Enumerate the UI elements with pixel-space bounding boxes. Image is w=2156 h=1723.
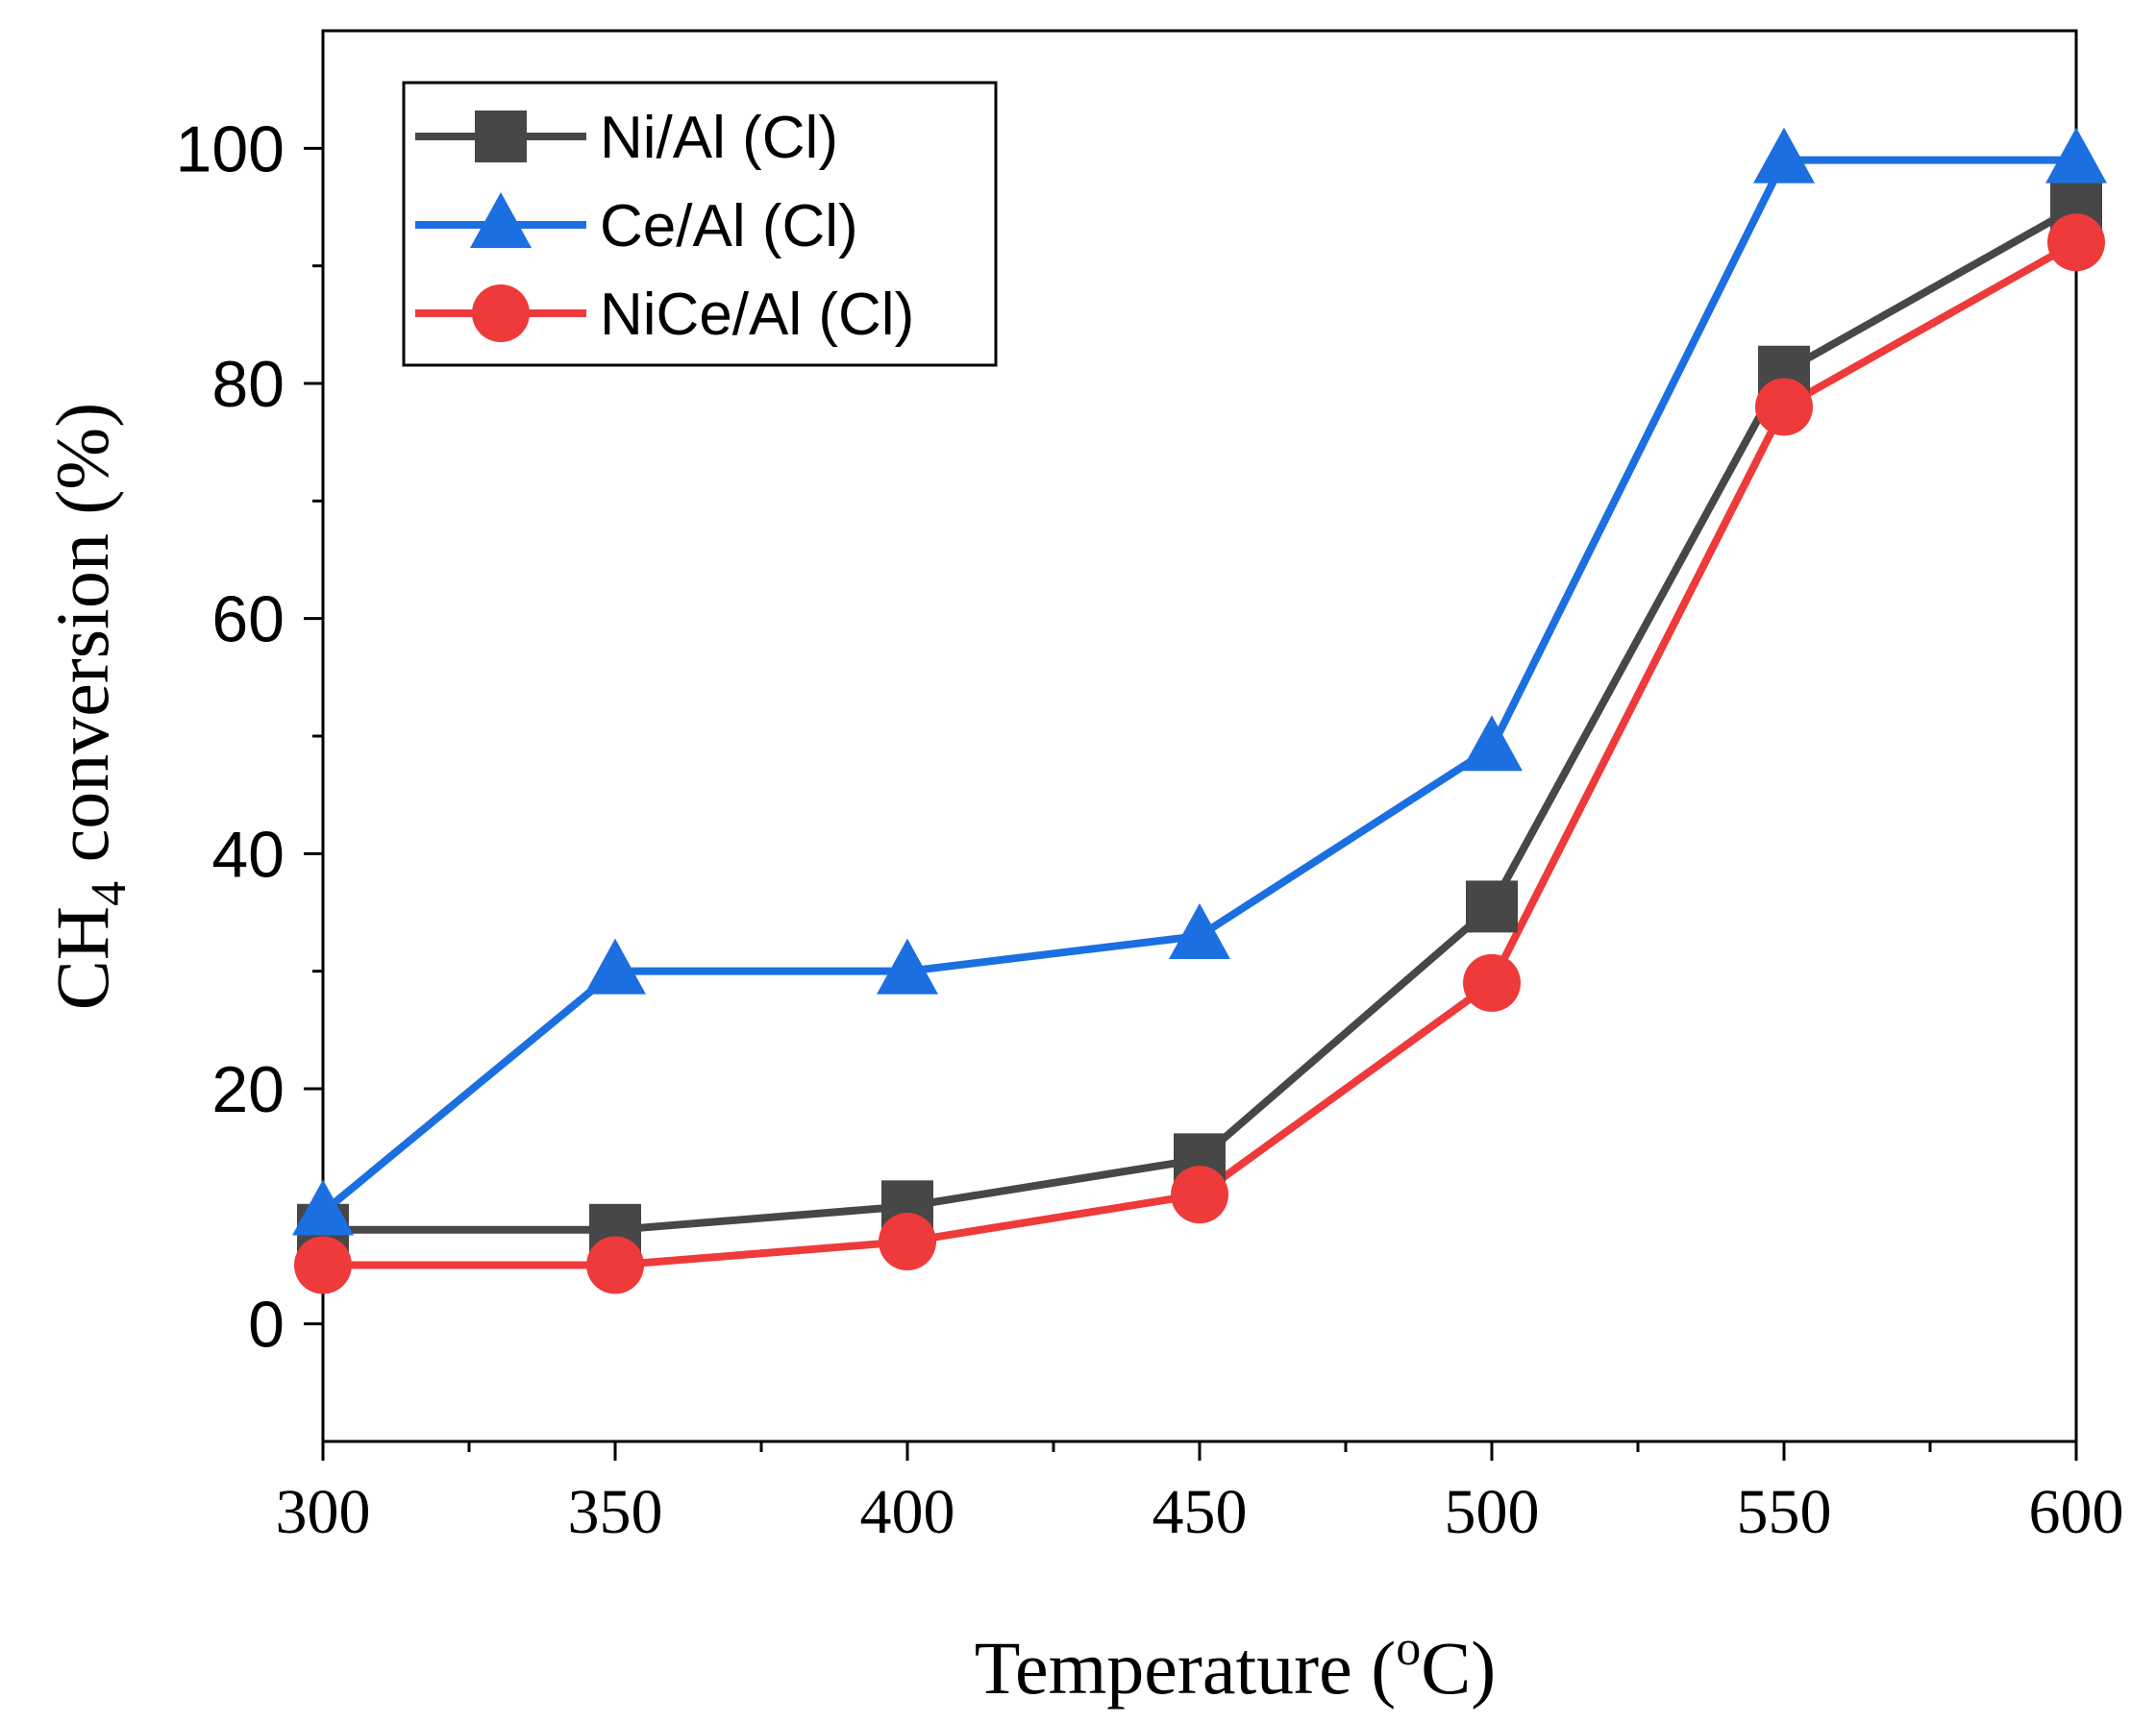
- minor-ticks: [312, 264, 1932, 1452]
- y-tick-label: 100: [176, 112, 285, 185]
- y-tick-label: 60: [211, 583, 285, 656]
- series-markers: [292, 127, 2107, 1294]
- data-point-ce-al-cl: [584, 938, 646, 995]
- legend-marker-ni-al-cl: [475, 111, 527, 162]
- legend: Ni/Al (Cl) Ce/Al (Cl) NiCe/Al (Cl): [402, 81, 998, 367]
- data-point-ce-al-cl: [1169, 902, 1230, 959]
- x-tick-label: 400: [860, 1477, 955, 1547]
- y-tick-labels: 0 20 40 60 80 100: [176, 112, 285, 1361]
- x-axis-title: Temperature (oC): [975, 1621, 1496, 1710]
- y-axis-title-prefix: CH: [40, 906, 124, 1010]
- y-axis-title-subscript: 4: [82, 881, 136, 906]
- data-point-nice-al-cl: [2047, 213, 2105, 272]
- x-tick-label: 450: [1152, 1477, 1248, 1547]
- data-point-ce-al-cl: [2045, 127, 2107, 184]
- x-tick-label: 300: [276, 1477, 371, 1547]
- y-axis-title-suffix: conversion (%): [40, 403, 124, 881]
- x-tick-label: 550: [1737, 1477, 1832, 1547]
- data-point-nice-al-cl: [1171, 1166, 1228, 1224]
- data-point-ce-al-cl: [292, 1179, 354, 1236]
- data-point-nice-al-cl: [879, 1213, 936, 1271]
- x-tick-labels: 300 350 400 450 500 550 600: [276, 1477, 2124, 1547]
- x-axis-title-suffix: C): [1421, 1626, 1496, 1710]
- x-axis-title-prefix: Temperature (: [975, 1626, 1396, 1710]
- data-point-ce-al-cl: [877, 938, 938, 995]
- legend-label-nice-al-cl: NiCe/Al (Cl): [600, 282, 914, 348]
- legend-label-ni-al-cl: Ni/Al (Cl): [600, 105, 838, 171]
- x-tick-label: 600: [2029, 1477, 2124, 1547]
- x-tick-label: 350: [568, 1477, 663, 1547]
- x-axis-title-superscript: o: [1396, 1621, 1421, 1676]
- y-tick-label: 20: [211, 1053, 285, 1126]
- legend-marker-ce-al-cl: [470, 192, 532, 248]
- series-line-nice-al-cl: [323, 238, 2078, 1269]
- data-point-ce-al-cl: [1753, 127, 1815, 184]
- data-point-nice-al-cl: [1463, 953, 1521, 1012]
- x-tick-label: 500: [1445, 1477, 1540, 1547]
- y-tick-label: 40: [211, 818, 285, 891]
- data-point-nice-al-cl: [1755, 378, 1813, 436]
- major-ticks: [304, 146, 2078, 1461]
- data-point-ce-al-cl: [1461, 715, 1523, 772]
- legend-label-ce-al-cl: Ce/Al (Cl): [600, 193, 858, 259]
- y-axis-title: CH4 conversion (%): [40, 403, 136, 1011]
- legend-marker-nice-al-cl: [472, 284, 530, 342]
- data-point-ni-al-cl: [1466, 880, 1518, 933]
- y-tick-label: 0: [248, 1289, 285, 1362]
- data-point-nice-al-cl: [294, 1236, 352, 1294]
- data-point-nice-al-cl: [586, 1236, 644, 1294]
- y-tick-label: 80: [211, 348, 285, 421]
